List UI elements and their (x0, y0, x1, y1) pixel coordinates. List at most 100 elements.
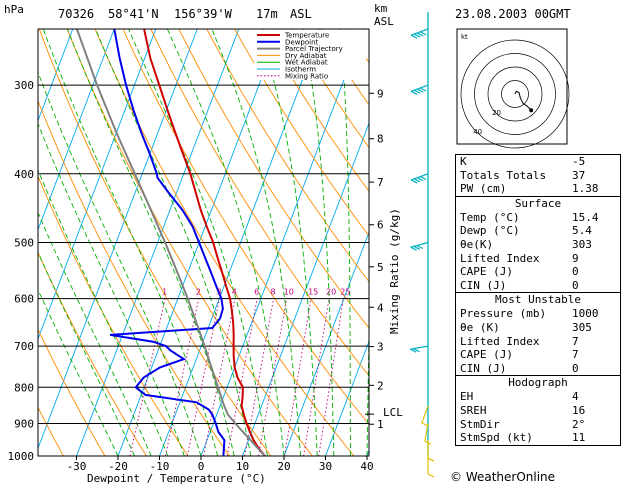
dry-adiabat-line (66, 29, 313, 456)
x-axis-label: Dewpoint / Temperature (°C) (87, 472, 266, 485)
most-unstable-title: Most Unstable (456, 292, 620, 307)
km-tick-label: 3 (377, 341, 384, 354)
parcel-trajectory-line (75, 29, 266, 456)
mixing-ratio-label: 6 (254, 288, 259, 297)
surface-row: Temp (°C) 15.4 (456, 211, 620, 225)
pressure-tick-label: 400 (14, 168, 34, 181)
wet-adiabat-line (38, 211, 152, 456)
datetime: 23.08.2003 00GMT (455, 7, 571, 21)
mixing-ratio-line (303, 298, 330, 456)
mixing-ratio-line (258, 298, 288, 456)
mixing-ratio-line (226, 298, 258, 456)
surface-value: 5.4 (572, 224, 592, 238)
mixing-ratio-line (203, 298, 236, 456)
hodograph-param-row: StmDir 2° (456, 418, 620, 432)
isotherm-line (325, 340, 369, 456)
km-tick-label: 5 (377, 261, 384, 274)
hodograph-storm-motion (529, 108, 534, 113)
wet-adiabat-line (166, 29, 285, 456)
plot-frame (37, 28, 370, 457)
hodograph-param-value: 11 (572, 431, 586, 445)
lcl-label: LCL (383, 406, 403, 419)
pressure-tick-label: 900 (14, 418, 34, 431)
pressure-tick-label: 300 (14, 79, 34, 92)
x-tick-label: 10 (236, 460, 249, 473)
legend-entry: Wet Adiabat (285, 59, 328, 67)
hodograph-ring (474, 53, 556, 135)
hodograph-ring-label: 20 (492, 109, 501, 117)
wet-adiabat-line (38, 71, 202, 456)
surface-label: Temp (°C) (460, 210, 520, 224)
hodograph-ring (460, 39, 570, 149)
mixing-ratio-label: 20 (326, 288, 336, 297)
dry-adiabat-line (38, 251, 147, 456)
hodograph-trace (514, 90, 532, 111)
station-elev: 17m (256, 7, 278, 21)
index-row: Totals Totals 37 (456, 169, 620, 183)
wet-adiabat-line (42, 29, 219, 456)
mixing-ratio-line (318, 298, 344, 456)
mixing-ratio-line (284, 298, 312, 456)
surface-title: Surface (456, 195, 620, 211)
wet-adiabat-line (211, 29, 302, 456)
hodograph-param-label: EH (460, 390, 474, 404)
isotherm-line (38, 29, 115, 231)
dry-adiabat-line (178, 29, 369, 329)
station-lat: 58°41'N (108, 7, 159, 21)
legend-entry: Temperature (284, 32, 329, 40)
pressure-tick-label: 500 (14, 237, 34, 250)
mixing-ratio-label: 2 (196, 288, 201, 297)
most-unstable-label: CAPE (J) (460, 348, 513, 362)
hodograph-ring-label: 40 (473, 128, 482, 136)
wet-adiabat-line (38, 288, 119, 456)
most-unstable-row: θe (K) 305 (456, 321, 620, 335)
index-label: PW (cm) (460, 182, 507, 196)
index-value: 37 (572, 168, 586, 182)
hodograph-param-row: EH 4 (456, 390, 620, 404)
surface-value: 0 (572, 265, 579, 279)
wet-adiabat-line (302, 29, 335, 456)
wet-adiabat-line (38, 250, 136, 456)
hodograph-title: Hodograph (456, 375, 620, 390)
legend-entry: Parcel Trajectory (285, 45, 343, 53)
most-unstable-value: 305 (572, 320, 592, 334)
km-tick-label: 7 (377, 176, 384, 189)
surface-label: θe(K) (460, 237, 494, 251)
hodograph-frame (456, 28, 568, 145)
dry-adiabat-line (38, 175, 189, 456)
mixing-ratio-line (129, 298, 166, 456)
wet-adiabat-line (95, 29, 252, 456)
profiles (75, 29, 266, 456)
wind-barb (410, 241, 429, 251)
hodograph-param-label: StmSpd (kt) (460, 431, 533, 445)
dry-adiabat-line (38, 99, 230, 456)
wet-adiabat-line (38, 122, 185, 456)
km-tick-label: 2 (377, 379, 384, 392)
km-tick-label: 1 (377, 418, 384, 431)
dry-adiabat-line (122, 29, 369, 426)
most-unstable-label: θe (K) (460, 320, 500, 334)
x-tick-label: 30 (319, 460, 332, 473)
surface-value: 9 (572, 251, 579, 265)
most-unstable-row: Pressure (mb) 1000 (456, 307, 620, 321)
mixing-ratio-label: 15 (308, 288, 318, 297)
pressure-tick-label: 700 (14, 340, 34, 353)
wind-barbs (410, 12, 435, 478)
surface-row: CAPE (J) 0 (456, 265, 620, 279)
x-tick-label: 0 (198, 460, 205, 473)
mixing-ratio-label: 10 (284, 288, 294, 297)
km-tick-label: 9 (377, 87, 384, 100)
most-unstable-row: Lifted Index 7 (456, 335, 620, 349)
dry-adiabat-line (150, 29, 369, 377)
hodograph: kt 20 40 (456, 28, 570, 149)
hodograph-param-row: SREH 16 (456, 404, 620, 418)
km-label: km (374, 2, 388, 15)
wind-barb (421, 405, 429, 427)
hodograph-param-value: 4 (572, 390, 579, 404)
dewpoint-line (109, 29, 226, 456)
dry-adiabat-line (206, 29, 369, 283)
surface-label: Dewp (°C) (460, 224, 520, 238)
index-value: 1.38 (572, 182, 599, 196)
surface-row: CIN (J) 0 (456, 279, 620, 293)
surface-value: 0 (572, 278, 579, 292)
